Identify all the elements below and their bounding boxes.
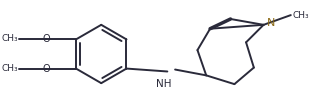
Text: NH: NH <box>156 79 171 89</box>
Text: O: O <box>43 34 51 44</box>
Text: CH₃: CH₃ <box>1 34 17 43</box>
Text: N: N <box>266 18 275 28</box>
Text: O: O <box>43 64 51 74</box>
Text: CH₃: CH₃ <box>1 64 17 73</box>
Text: CH₃: CH₃ <box>293 11 309 20</box>
